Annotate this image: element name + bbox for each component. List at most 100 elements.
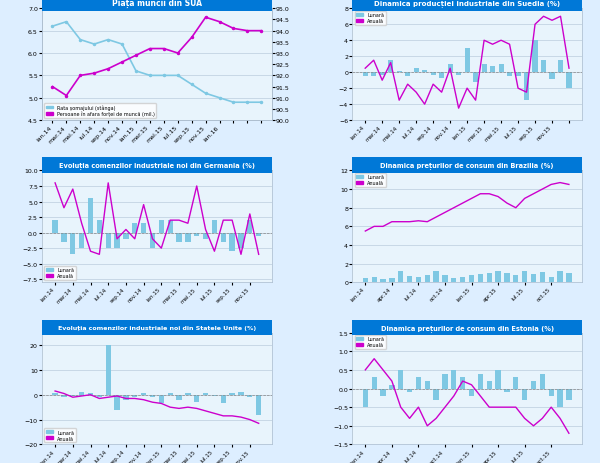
Legend: Lunară, Anuală: Lunară, Anuală — [355, 174, 386, 188]
Bar — [371, 277, 377, 283]
Bar — [407, 276, 412, 283]
Bar — [460, 277, 466, 283]
Bar — [88, 394, 93, 395]
Bar — [558, 61, 563, 73]
Bar — [499, 65, 503, 73]
Bar — [362, 73, 368, 77]
Text: Piața muncii din SUA: Piața muncii din SUA — [112, 0, 202, 8]
Bar — [158, 221, 164, 233]
Bar — [407, 388, 412, 393]
Bar — [487, 273, 492, 283]
Bar — [380, 279, 386, 283]
Bar — [256, 233, 262, 236]
Bar — [566, 273, 572, 283]
Bar — [106, 345, 111, 395]
Bar — [380, 73, 385, 75]
Bar — [371, 73, 376, 77]
Bar — [439, 73, 444, 79]
Bar — [380, 388, 386, 396]
Bar — [416, 277, 421, 283]
Bar — [79, 233, 85, 249]
Bar — [229, 233, 235, 252]
Text: Dinamica prețurilor de consum din Estonia (%): Dinamica prețurilor de consum din Estoni… — [380, 324, 554, 331]
Bar — [442, 275, 448, 283]
Bar — [398, 370, 403, 388]
Bar — [504, 273, 509, 283]
Bar — [141, 394, 146, 395]
Bar — [123, 233, 128, 239]
Bar — [448, 65, 452, 73]
Bar — [97, 221, 102, 233]
Bar — [158, 395, 164, 404]
Bar — [88, 199, 93, 233]
Bar — [203, 394, 208, 395]
Bar — [451, 278, 457, 283]
Text: Evoluția comenzilor industriale noi din Germania (%): Evoluția comenzilor industriale noi din … — [59, 162, 255, 169]
Bar — [433, 271, 439, 283]
Bar — [515, 73, 521, 77]
Legend: Lunară, Anuală: Lunară, Anuală — [44, 428, 76, 442]
Bar — [141, 224, 146, 233]
Bar — [451, 370, 457, 388]
Bar — [194, 395, 199, 402]
Bar — [70, 395, 76, 396]
Bar — [524, 73, 529, 101]
Bar — [398, 271, 403, 283]
Bar — [487, 381, 492, 388]
Bar — [238, 233, 244, 249]
Bar — [478, 274, 483, 283]
Bar — [433, 388, 439, 400]
Bar — [531, 381, 536, 388]
Bar — [61, 233, 67, 242]
Bar — [504, 388, 509, 393]
Legend: Rata șomajului (stânga), Persoane în afara forței de muncă (mil.): Rata șomajului (stânga), Persoane în afa… — [44, 104, 157, 119]
Bar — [203, 233, 208, 239]
Bar — [115, 233, 120, 249]
Bar — [176, 395, 182, 400]
Bar — [167, 394, 173, 395]
Bar — [460, 377, 466, 388]
Bar — [132, 224, 137, 233]
Bar — [176, 233, 182, 242]
Legend: Lunară, Anuală: Lunară, Anuală — [355, 335, 386, 349]
Bar — [513, 275, 518, 283]
Bar — [464, 49, 470, 73]
Bar — [413, 69, 419, 73]
Bar — [167, 221, 173, 233]
Bar — [566, 73, 572, 89]
Text: Dinamica producției industriale din Suedia (%): Dinamica producției industriale din Sued… — [374, 0, 560, 7]
Bar — [456, 73, 461, 75]
Legend: Lunară, Anuală: Lunară, Anuală — [44, 266, 76, 280]
Bar — [532, 41, 538, 73]
Bar — [490, 67, 495, 73]
Bar — [52, 221, 58, 233]
Bar — [405, 73, 410, 77]
Bar — [150, 395, 155, 397]
Bar — [513, 377, 518, 388]
Bar — [362, 388, 368, 407]
Bar — [371, 377, 377, 388]
Bar — [388, 61, 393, 73]
Bar — [531, 274, 536, 283]
Bar — [389, 385, 395, 388]
Bar — [422, 71, 427, 73]
Bar — [221, 395, 226, 404]
Bar — [61, 395, 67, 397]
Bar — [221, 233, 226, 242]
Bar — [548, 277, 554, 283]
Bar — [496, 271, 501, 283]
Bar — [389, 278, 395, 283]
Bar — [70, 233, 76, 255]
Bar — [469, 388, 474, 396]
Bar — [212, 395, 217, 396]
Bar — [185, 394, 191, 395]
Legend: Lunară, Anuală: Lunară, Anuală — [355, 12, 386, 25]
Bar — [52, 394, 58, 395]
Bar — [425, 275, 430, 283]
Bar — [247, 395, 253, 397]
Bar — [194, 233, 199, 236]
Bar — [247, 221, 253, 233]
Bar — [522, 271, 527, 283]
Bar — [473, 73, 478, 82]
Bar — [431, 73, 436, 76]
